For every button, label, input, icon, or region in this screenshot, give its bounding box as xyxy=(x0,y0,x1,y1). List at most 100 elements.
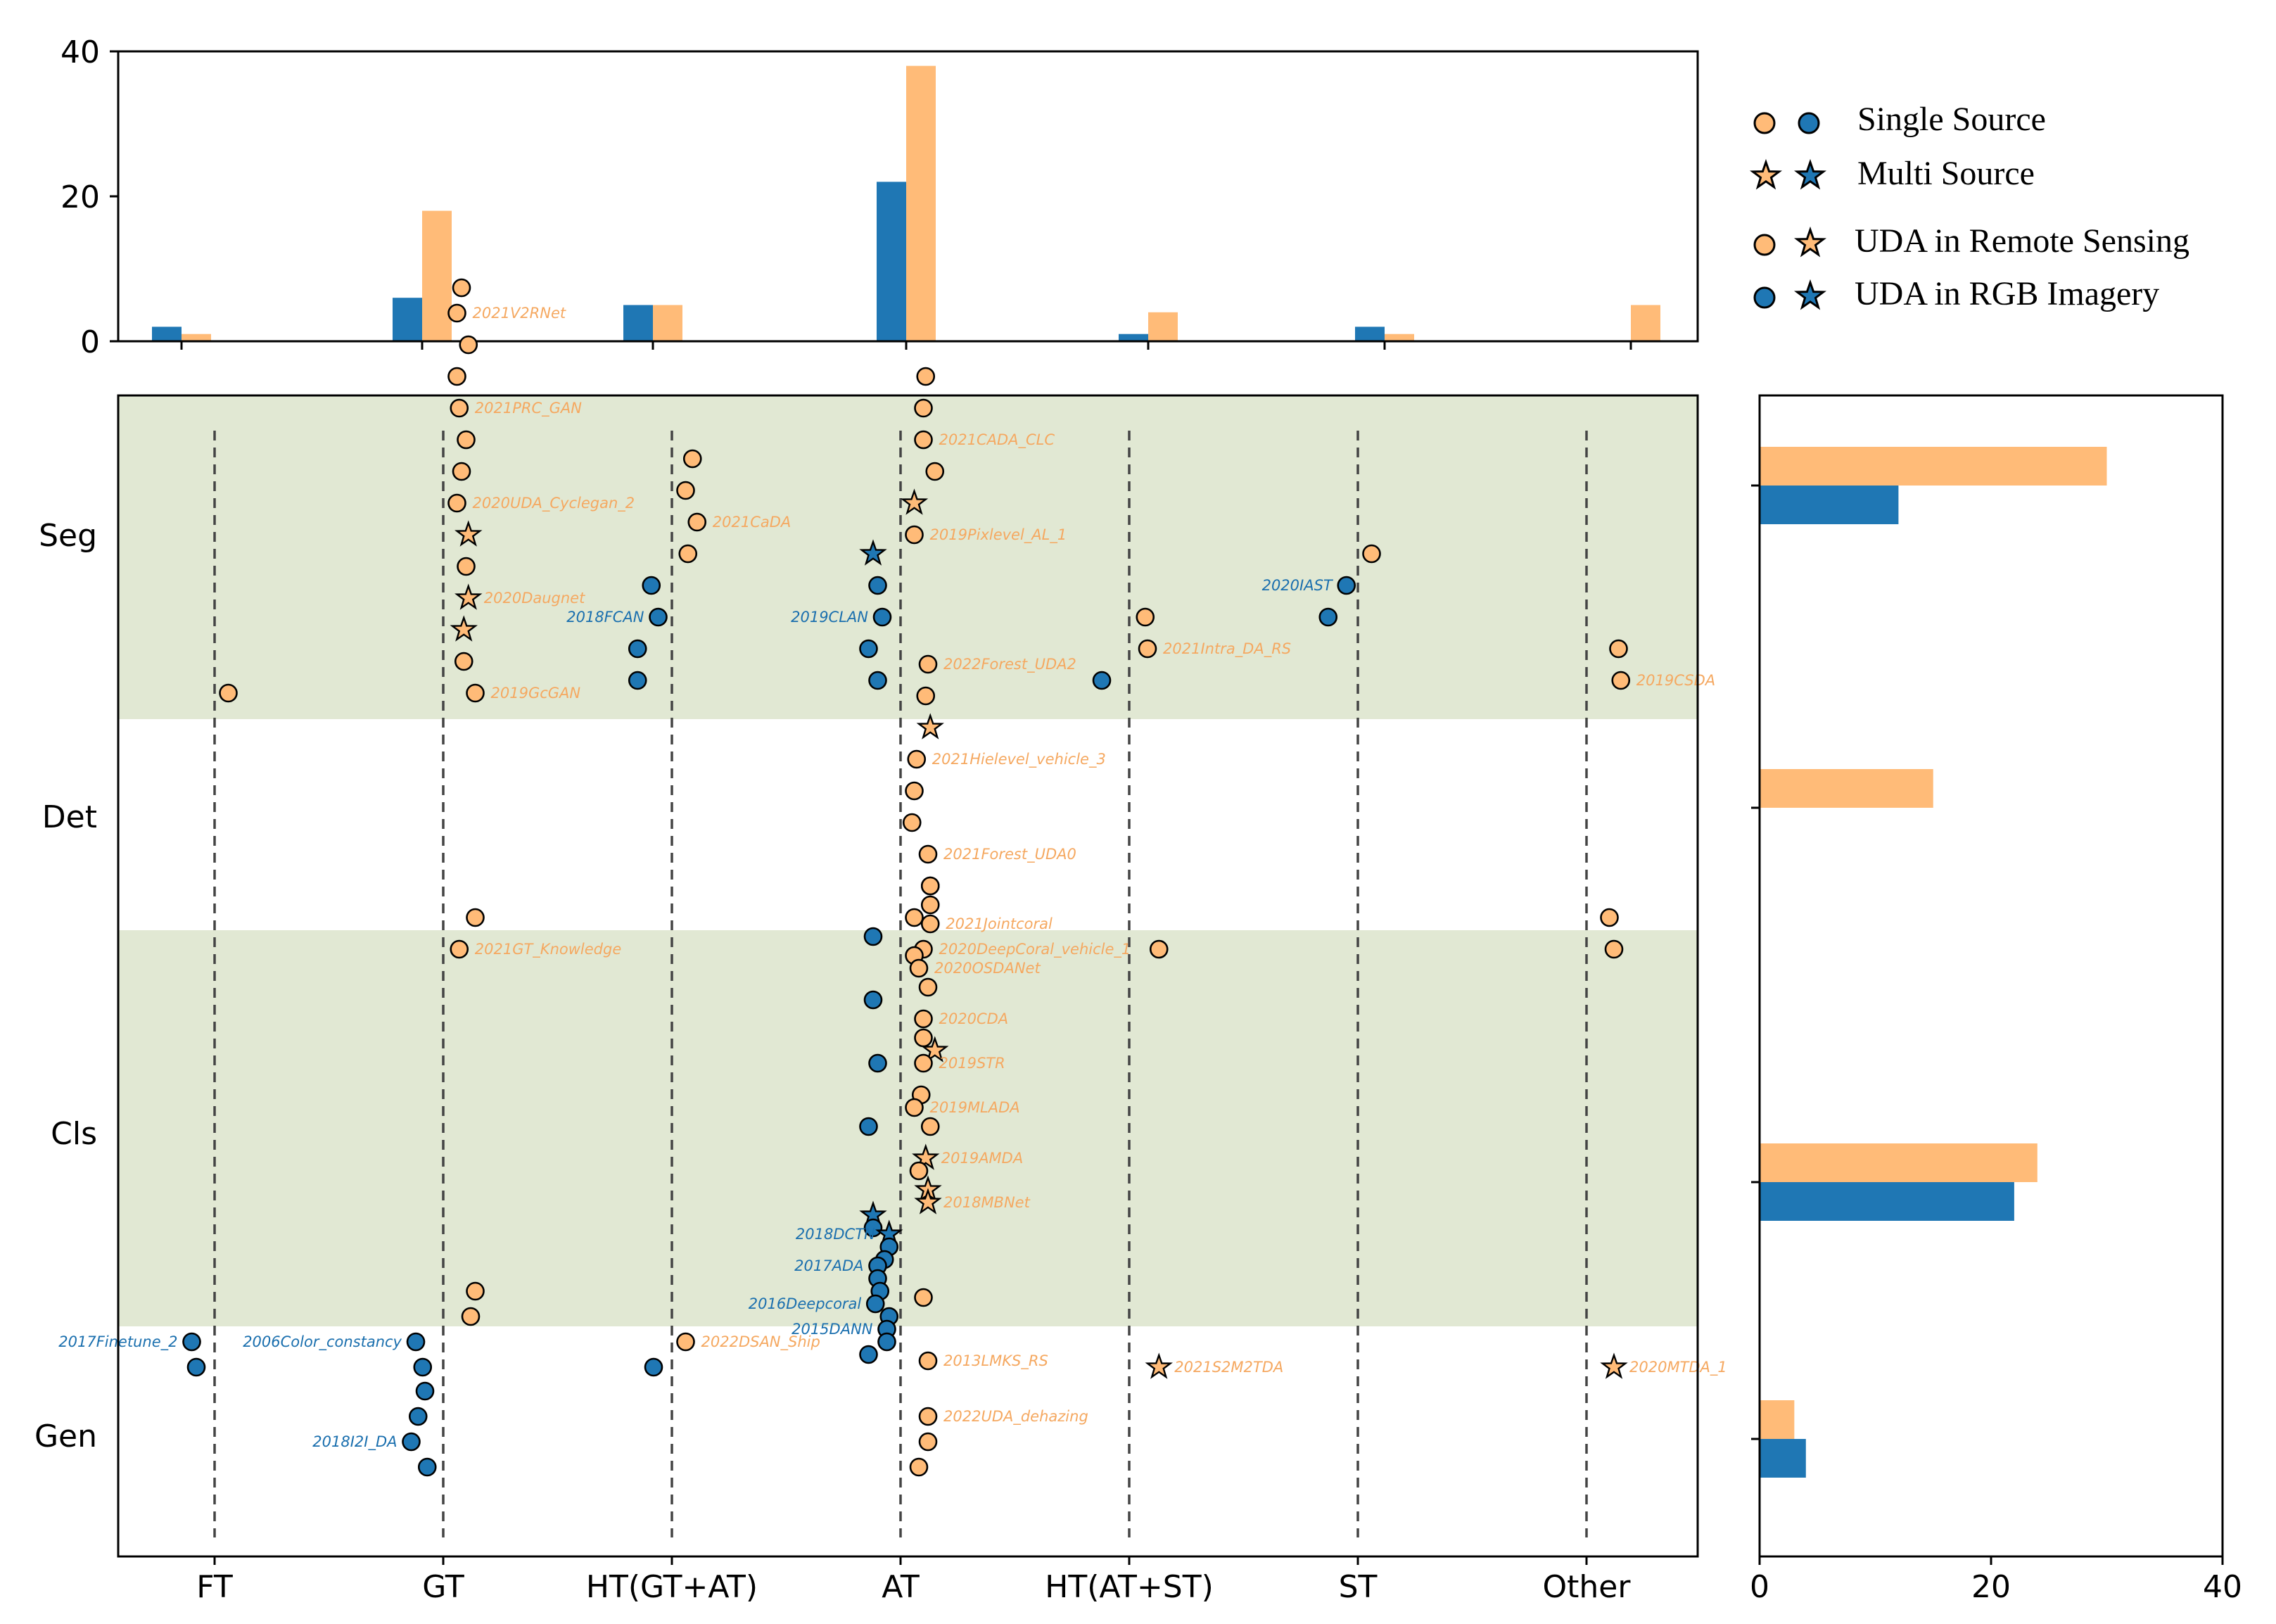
point-at-cls-rs-circle xyxy=(918,1351,938,1371)
label-2021gt-knowledge: 2021GT_Knowledge xyxy=(475,941,621,958)
point-at-cls-rgb-circle xyxy=(859,1345,878,1364)
point-ht-gt-at-seg-rs-circle xyxy=(678,544,698,564)
point-st-seg-rgb-circle xyxy=(1337,576,1356,595)
right-xtick-label: 40 xyxy=(2203,1569,2242,1605)
band-seg xyxy=(118,395,1698,719)
point-gt-gen-rgb-circle xyxy=(408,1407,428,1426)
point-gt-seg-rs-star xyxy=(450,615,478,642)
point-at-seg-rs-star xyxy=(900,488,929,515)
point-at-cls-rs-circle xyxy=(914,1053,933,1073)
label-2021v2rnet: 2021V2RNet xyxy=(473,305,566,322)
point-at-cls-rs-star xyxy=(914,1188,942,1214)
point-ht-gt-at-seg-rs-circle xyxy=(682,449,702,469)
label-2019csda: 2019CSDA xyxy=(1636,672,1715,689)
right-bar-gen-rgb xyxy=(1760,1439,1806,1478)
point-gt-det-rs-circle xyxy=(450,939,469,959)
right-bar-cls-rgb xyxy=(1760,1182,2014,1221)
legend-label-uda-rgb: UDA in RGB Imagery xyxy=(1855,275,2159,312)
legend-marker-rs-circle xyxy=(1753,112,1776,134)
label-2013lmks-rs: 2013LMKS_RS xyxy=(943,1352,1048,1370)
label-2021intra-da-rs: 2021Intra_DA_RS xyxy=(1163,640,1291,658)
top-bar-st-rgb xyxy=(1355,326,1385,341)
point-ft-cls-rgb-circle xyxy=(182,1332,201,1352)
legend-uda-rgb: UDA in RGB Imagery xyxy=(1753,275,2159,312)
point-gt-seg-rs-circle xyxy=(457,557,476,576)
legend-marker-rgb-star xyxy=(1795,160,1825,189)
xtick-ht-gt-at: HT(GT+AT) xyxy=(586,1569,758,1605)
right-bar-gen-rs xyxy=(1760,1400,1795,1439)
point-ht-at-st-seg-rs-circle xyxy=(1136,607,1155,627)
point-at-seg-rgb-circle xyxy=(868,671,887,690)
right-bar-cls-rs xyxy=(1760,1143,2037,1182)
right-xtick-label: 20 xyxy=(1971,1569,2011,1605)
point-at-seg-rs-circle xyxy=(905,525,924,545)
top-bar-gt-rs xyxy=(422,210,452,341)
point-ht-gt-at-seg-rgb-circle xyxy=(642,576,661,595)
top-bar-ht-gt-at-rgb xyxy=(623,305,653,341)
xtick-at: AT xyxy=(882,1569,920,1605)
xtick-ht-at-st: HT(AT+ST) xyxy=(1045,1569,1214,1605)
label-2021jointcoral: 2021Jointcoral xyxy=(946,915,1053,932)
legend-marker-rs-star xyxy=(1751,160,1781,189)
point-ht-gt-at-cls-rgb-circle xyxy=(644,1357,663,1377)
point-gt-seg-rs-circle xyxy=(452,278,471,298)
point-at-gen-rs-circle xyxy=(918,1432,938,1452)
point-at-cls-rs-star xyxy=(912,1143,940,1170)
label-2017ada: 2017ADA xyxy=(794,1257,863,1274)
label-2021prc-gan: 2021PRC_GAN xyxy=(475,400,583,417)
top-bar-ht-at-st-rgb xyxy=(1119,334,1148,341)
point-gt-cls-rgb-circle xyxy=(406,1332,426,1352)
label-2021s2m2tda: 2021S2M2TDA xyxy=(1174,1359,1283,1376)
label-2020deepcoral-vehicle-1: 2020DeepCoral_vehicle_1 xyxy=(939,941,1131,958)
point-at-cls-rgb-circle xyxy=(877,1332,896,1352)
legend-marker-rgb-star-2 xyxy=(1795,281,1825,309)
label-2021forest-uda0: 2021Forest_UDA0 xyxy=(943,846,1076,863)
point-at-det-rs-circle xyxy=(907,749,927,769)
label-2022dsan-ship: 2022DSAN_Ship xyxy=(701,1333,820,1351)
point-ht-at-st-cls-rs-star xyxy=(1145,1352,1173,1379)
point-at-det-rs-circle xyxy=(916,686,936,706)
point-at-seg-rs-circle xyxy=(914,430,933,450)
point-at-det-rs-star xyxy=(916,713,944,740)
main-scatter-chart: 2021V2RNet 2021PRC_GAN 2020UDA_Cyclegan_2 2… xyxy=(34,278,1727,1605)
xtick-st: ST xyxy=(1339,1569,1378,1605)
top-ytick-label: 0 xyxy=(80,324,100,360)
label-2022forest-uda2: 2022Forest_UDA2 xyxy=(943,656,1076,673)
point-at-cls-rs-circle xyxy=(914,1288,933,1307)
top-bar-other-rs xyxy=(1631,305,1660,341)
right-bar-chart: 0 20 40 xyxy=(1750,394,2242,1605)
top-ytick-label: 40 xyxy=(61,34,100,70)
ytick-gen: Gen xyxy=(34,1419,97,1454)
label-2020mtda-1: 2020MTDA_1 xyxy=(1629,1359,1727,1376)
point-at-cls-rs-circle xyxy=(905,1098,924,1117)
label-2019mlada: 2019MLADA xyxy=(930,1099,1020,1116)
xtick-gt: GT xyxy=(422,1569,464,1605)
point-gt-seg-rs-circle xyxy=(454,652,473,671)
point-at-cls-rs-circle xyxy=(920,1117,940,1136)
point-other-seg-rs-circle xyxy=(1609,639,1628,659)
point-at-det-rs-circle xyxy=(902,813,922,832)
right-xtick-label: 0 xyxy=(1750,1569,1769,1605)
point-at-cls-rs-circle xyxy=(914,1028,933,1048)
point-gt-gen-rgb-circle xyxy=(417,1457,437,1477)
label-2020uda-cyclegan-2: 2020UDA_Cyclegan_2 xyxy=(473,495,635,512)
point-other-det-rs-circle xyxy=(1600,908,1619,927)
point-at-cls-rs-star xyxy=(921,1036,949,1062)
point-st-seg-rs-circle xyxy=(1362,544,1381,564)
legend-single-source: Single Source xyxy=(1753,101,2046,138)
top-ytick-label: 20 xyxy=(61,179,100,215)
point-gt-seg-rs-circle xyxy=(450,398,469,418)
xtick-ft: FT xyxy=(196,1569,233,1605)
point-ht-gt-at-cls-rs-circle xyxy=(676,1332,695,1352)
point-at-det-rs-circle xyxy=(918,844,938,864)
point-gt-cls-rgb-circle xyxy=(413,1357,433,1377)
point-other-cls-rs-star xyxy=(1600,1352,1628,1379)
point-at-gen-rs-circle xyxy=(918,1407,938,1426)
point-at-seg-rs-circle xyxy=(916,367,936,386)
point-ht-gt-at-seg-rgb-circle xyxy=(649,607,668,627)
point-gt-seg-rs-star xyxy=(454,520,483,547)
top-bar-st-rs xyxy=(1385,334,1414,341)
right-bar-seg-rgb xyxy=(1760,486,1899,524)
ytick-det: Det xyxy=(42,799,97,835)
point-at-cls-rgb-circle xyxy=(859,1117,878,1136)
